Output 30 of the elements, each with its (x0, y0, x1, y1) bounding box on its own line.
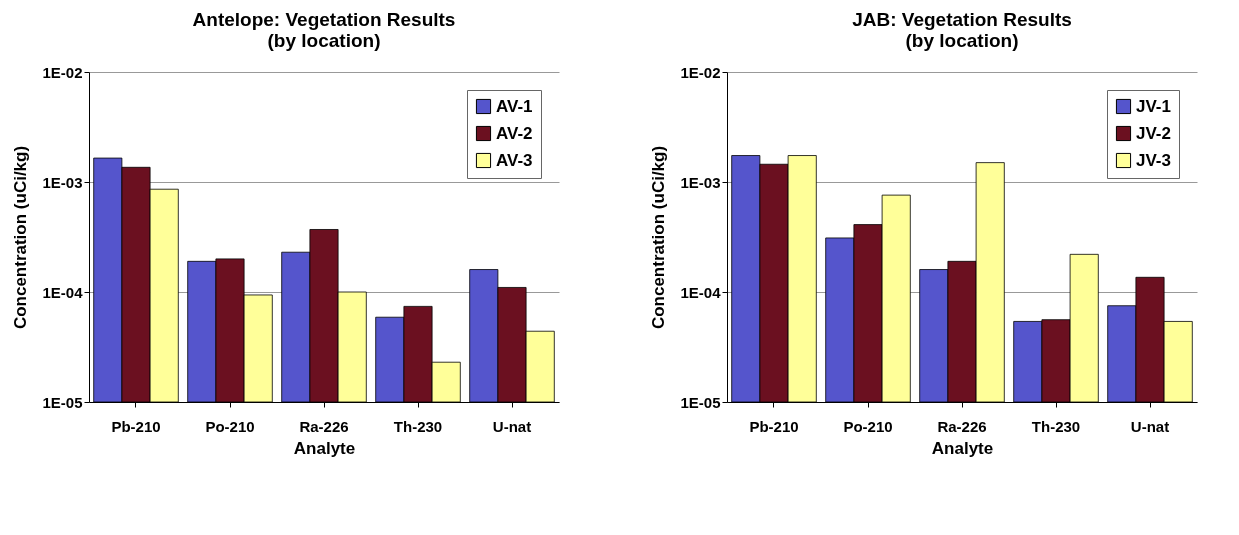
y-tick-label: 1E-02 (42, 63, 83, 81)
x-tick-label: Po-210 (843, 417, 893, 435)
x-tick-label: Pb-210 (111, 417, 161, 435)
legend-label: AV-1 (496, 96, 533, 116)
y-axis-title: Concentration (uCi/kg) (11, 145, 31, 330)
x-tick-label: Th-230 (1031, 417, 1081, 435)
x-tick-label: U-nat (492, 417, 532, 435)
y-axis-title: Concentration (uCi/kg) (649, 145, 669, 330)
x-tick-label: Po-210 (205, 417, 255, 435)
x-tick-label: Th-230 (393, 417, 443, 435)
y-tick-label: 1E-04 (42, 283, 84, 301)
x-tick-label: Ra-226 (937, 417, 987, 435)
legend-label: AV-2 (496, 123, 533, 143)
y-tick-label: 1E-03 (42, 173, 83, 191)
y-tick-label: 1E-05 (42, 393, 83, 411)
x-axis-title: Analyte (931, 438, 994, 458)
y-tick-label: 1E-03 (680, 173, 721, 191)
x-tick-label: Ra-226 (299, 417, 349, 435)
legend-label: JV-1 (1136, 96, 1171, 116)
x-tick-label: Pb-210 (749, 417, 799, 435)
legend-label: AV-3 (496, 150, 533, 170)
legend-label: JV-3 (1136, 150, 1171, 170)
x-tick-label: U-nat (1130, 417, 1170, 435)
y-tick-label: 1E-02 (680, 63, 721, 81)
x-axis-title: Analyte (293, 438, 356, 458)
chart-title: JAB: Vegetation Results (by location) (852, 9, 1072, 51)
y-tick-label: 1E-04 (680, 283, 722, 301)
y-tick-label: 1E-05 (680, 393, 721, 411)
chart-title: Antelope: Vegetation Results (by location) (192, 9, 456, 51)
legend-label: JV-2 (1136, 123, 1171, 143)
